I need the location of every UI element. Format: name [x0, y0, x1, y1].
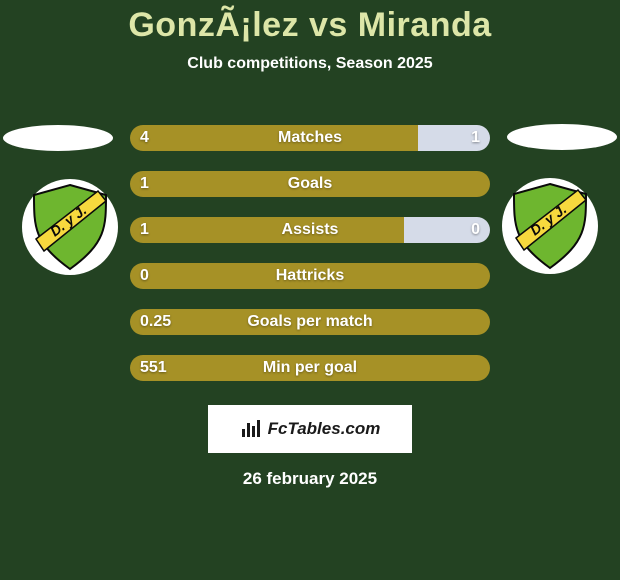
stat-value-left: 1 [140, 217, 149, 243]
stat-row: Assists1 0 [0, 207, 620, 253]
stat-value-left: 0 [140, 263, 149, 289]
stat-label: Goals [130, 171, 490, 197]
stat-value-right: 0 [471, 217, 480, 243]
stat-value-left: 1 [140, 171, 149, 197]
stat-value-left: 551 [140, 355, 167, 381]
stat-row: Matches4 1 [0, 115, 620, 161]
stat-row: Goals per match0.25 [0, 299, 620, 345]
stat-label: Hattricks [130, 263, 490, 289]
stat-bar-track: Min per goal551 [130, 355, 490, 381]
stat-label: Assists [130, 217, 490, 243]
brand-text: FcTables.com [268, 419, 381, 439]
subtitle: Club competitions, Season 2025 [0, 55, 620, 73]
stat-label: Goals per match [130, 309, 490, 335]
stat-value-left: 4 [140, 125, 149, 151]
stat-row: Min per goal551 [0, 345, 620, 391]
brand-box: FcTables.com [208, 405, 412, 453]
stat-row: Hattricks0 [0, 253, 620, 299]
stats-comparison: Matches41Goals1Assists10Hattricks0Goals … [0, 115, 620, 391]
stat-bar-track: Goals1 [130, 171, 490, 197]
stat-value-left: 0.25 [140, 309, 171, 335]
date-text: 26 february 2025 [0, 469, 620, 489]
stat-label: Matches [130, 125, 490, 151]
stat-label: Min per goal [130, 355, 490, 381]
stat-bar-track: Hattricks0 [130, 263, 490, 289]
stat-bar-track: Matches4 1 [130, 125, 490, 151]
stat-value-right: 1 [471, 125, 480, 151]
stat-bar-track: Goals per match0.25 [130, 309, 490, 335]
page-title: GonzÃ¡lez vs Miranda [0, 0, 620, 45]
stat-bar-track: Assists1 0 [130, 217, 490, 243]
stat-row: Goals1 [0, 161, 620, 207]
brand-chart-icon [240, 419, 262, 439]
